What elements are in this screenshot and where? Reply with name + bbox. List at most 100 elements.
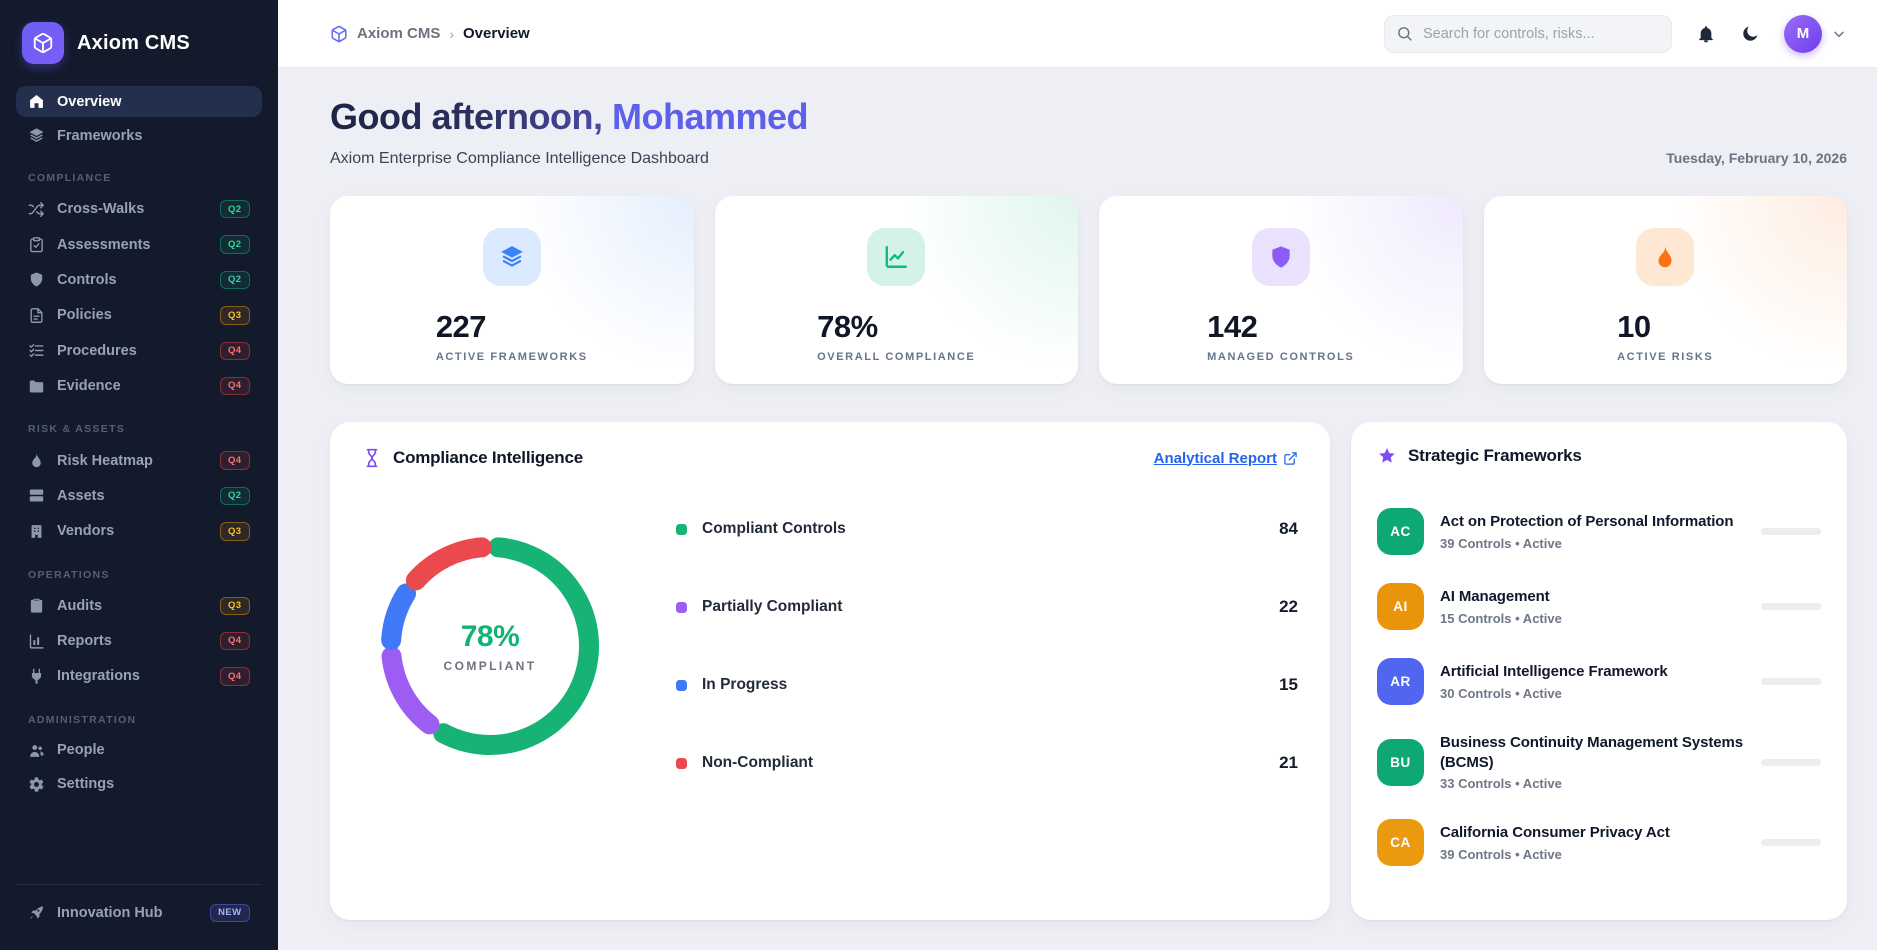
sidebar-item-assets[interactable]: Assets Q2: [16, 480, 262, 512]
sidebar-item-label: Frameworks: [57, 127, 143, 144]
sidebar-item-vendors[interactable]: Vendors Q3: [16, 515, 262, 547]
stat-card-managed-controls: 142 MANAGED CONTROLS: [1099, 196, 1463, 384]
layers-icon: [500, 246, 523, 267]
legend-row-in-progress: In Progress 15: [676, 646, 1298, 724]
sidebar-item-overview[interactable]: Overview: [16, 86, 262, 117]
nav-section-label: ADMINISTRATION: [28, 713, 137, 726]
external-link-icon: [1284, 451, 1297, 465]
moon-icon: [1743, 26, 1758, 41]
framework-text: California Consumer Privacy Act 39 Contro…: [1440, 823, 1745, 862]
search-input[interactable]: [1384, 14, 1672, 53]
nav-section-label: OPERATIONS: [28, 568, 110, 581]
quarter-badge: Q4: [219, 376, 250, 396]
clipboard-check-icon: [30, 237, 43, 253]
page-title: Good afternoon, Mohammed: [330, 96, 1847, 138]
sidebar-item-label: People: [57, 742, 105, 759]
sidebar-item-reports[interactable]: Reports Q4: [16, 625, 262, 657]
framework-progress-bar: [1761, 839, 1821, 846]
framework-item-bu[interactable]: BU Business Continuity Management Systems…: [1377, 719, 1821, 805]
legend-label: Partially Compliant: [702, 598, 843, 615]
legend-label: In Progress: [702, 676, 788, 693]
chart-line-icon: [885, 246, 908, 268]
framework-item-ar[interactable]: AR Artificial Intelligence Framework 30 Co…: [1377, 644, 1821, 719]
legend-dot: [676, 679, 687, 691]
sidebar-item-audits[interactable]: Audits Q3: [16, 590, 262, 622]
layers-stat-icon-bubble: [482, 228, 541, 286]
framework-item-ca[interactable]: CA California Consumer Privacy Act 39 Cont…: [1377, 805, 1821, 880]
breadcrumb-app-link[interactable]: Axiom CMS: [357, 25, 441, 42]
chevron-down-icon: [1834, 31, 1844, 37]
folder-icon: [29, 380, 44, 393]
sidebar-item-innovation-hub[interactable]: Innovation Hub NEW: [16, 897, 262, 929]
sidebar-nav: Overview Frameworks COMPLIANCE Cross-Walks Q…: [16, 86, 262, 872]
global-search: [1384, 14, 1672, 53]
quarter-badge: Q2: [219, 235, 250, 254]
stat-text: 10 ACTIVE RISKS: [1617, 309, 1714, 364]
sidebar-item-evidence[interactable]: Evidence Q4: [16, 370, 262, 402]
legend-label: Non-Compliant: [702, 754, 814, 771]
framework-meta: 33 Controls • Active: [1440, 776, 1562, 791]
quarter-badge: Q4: [219, 667, 250, 686]
sidebar-item-label: Assets: [57, 487, 105, 504]
legend-row-partially-compliant: Partially Compliant 22: [676, 568, 1298, 646]
framework-text: Act on Protection of Personal Informatio…: [1440, 512, 1745, 551]
framework-meta: 15 Controls • Active: [1440, 610, 1562, 626]
framework-item-ac[interactable]: AC Act on Protection of Personal Informat…: [1377, 494, 1821, 569]
quarter-badge: Q3: [219, 306, 250, 325]
sidebar-item-label: Settings: [57, 776, 115, 793]
analytical-report-link[interactable]: Analytical Report: [1154, 450, 1298, 467]
framework-name: California Consumer Privacy Act: [1440, 824, 1670, 842]
sidebar-item-controls[interactable]: Controls Q2: [16, 264, 262, 296]
dark-mode-toggle[interactable]: [1740, 24, 1760, 44]
donut-segment-compliant-controls: [433, 537, 600, 755]
stat-card-active-risks: 10 ACTIVE RISKS: [1483, 196, 1847, 384]
sidebar-item-integrations[interactable]: Integrations Q4: [16, 660, 262, 692]
sidebar-item-procedures[interactable]: Procedures Q4: [16, 335, 262, 367]
framework-item-ai[interactable]: AI AI Management 15 Controls • Active: [1377, 569, 1821, 644]
legend-label: Compliant Controls: [702, 520, 846, 537]
donut-segment-partially-compliant: [381, 646, 440, 735]
sidebar-item-label: Reports: [57, 633, 112, 650]
dashboard-content: Good afternoon, Mohammed Axiom Enterpris…: [278, 68, 1877, 950]
framework-progress-bar: [1761, 758, 1821, 766]
nav-section-label: COMPLIANCE: [28, 172, 112, 184]
sidebar-item-people[interactable]: People: [16, 735, 262, 766]
quarter-badge: Q4: [219, 451, 250, 470]
sidebar-item-cross-walks[interactable]: Cross-Walks Q2: [16, 193, 262, 225]
stat-text: 227 ACTIVE FRAMEWORKS: [436, 309, 588, 363]
users-icon: [30, 744, 44, 757]
stat-value: 10: [1617, 309, 1651, 344]
sidebar-item-policies[interactable]: Policies Q3: [16, 299, 262, 331]
sidebar-item-label: Assessments: [57, 236, 151, 253]
sidebar-item-risk-heatmap[interactable]: Risk Heatmap Q4: [16, 444, 262, 476]
user-menu[interactable]: M: [1784, 14, 1847, 53]
stat-card-active-frameworks: 227 ACTIVE FRAMEWORKS: [330, 196, 694, 384]
legend-value: 21: [1279, 753, 1298, 772]
layers-icon: [29, 128, 44, 142]
avatar[interactable]: M: [1784, 14, 1822, 53]
strategic-frameworks-panel: Strategic Frameworks AC Act on Protection…: [1351, 422, 1847, 920]
page-subtitle: Axiom Enterprise Compliance Intelligence…: [330, 150, 709, 167]
stat-value: 78%: [817, 309, 878, 344]
legend-dot: [676, 601, 687, 613]
sidebar-item-settings[interactable]: Settings: [16, 769, 262, 800]
sidebar-item-assessments[interactable]: Assessments Q2: [16, 228, 262, 260]
current-date: Tuesday, February 10, 2026: [1666, 150, 1847, 166]
sidebar-item-label: Controls: [57, 271, 117, 288]
shield-icon: [30, 273, 43, 287]
sidebar-item-frameworks[interactable]: Frameworks: [16, 120, 262, 151]
stats-row: 227 ACTIVE FRAMEWORKS 78% OVERALL COMPLIANC…: [330, 196, 1847, 384]
quarter-badge: Q3: [219, 596, 250, 615]
breadcrumb: Axiom CMS › Overview: [330, 25, 530, 43]
compliance-donut-chart: 78% COMPLIANT: [368, 524, 612, 768]
sidebar-item-label: Overview: [57, 93, 122, 110]
stat-card-overall-compliance: 78% OVERALL COMPLIANCE: [714, 196, 1078, 384]
framework-avatar: BU: [1377, 738, 1424, 786]
legend-row-non-compliant: Non-Compliant 21: [676, 724, 1298, 802]
notifications-button[interactable]: [1696, 24, 1716, 44]
sidebar-footer: Innovation Hub NEW: [16, 883, 262, 932]
stat-label: ACTIVE RISKS: [1617, 351, 1714, 364]
sidebar-item-label: Procedures: [57, 342, 137, 359]
framework-avatar: CA: [1377, 819, 1424, 866]
bar-chart-icon: [29, 634, 44, 649]
